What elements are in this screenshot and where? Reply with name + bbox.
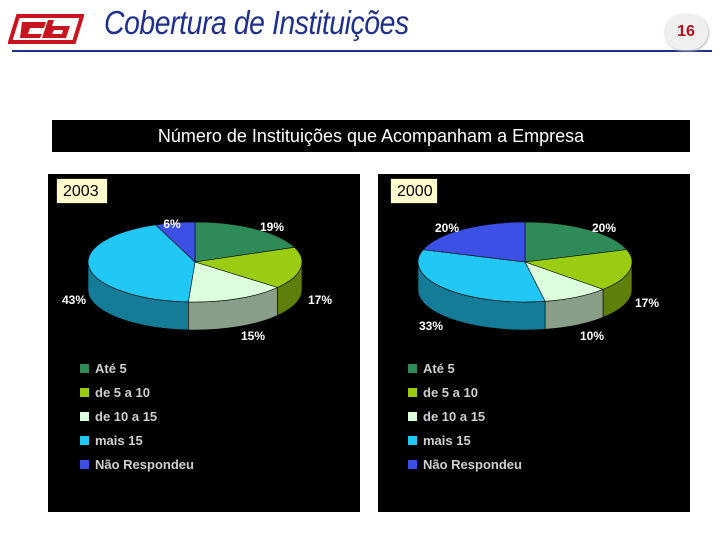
legend-item: mais 15 (80, 428, 194, 452)
legend-swatch (408, 411, 417, 421)
legend-swatch (408, 459, 417, 469)
legend-swatch (408, 435, 417, 445)
pie-slice-0-4 (154, 221, 196, 263)
legend-label: mais 15 (423, 432, 471, 448)
legend-label: Até 5 (423, 360, 455, 376)
page-number-badge: 16 (664, 14, 708, 50)
legend-item: de 5 a 10 (80, 380, 194, 404)
legend-label: Não Respondeu (95, 456, 194, 472)
pie-slice-0-1 (194, 246, 303, 288)
legend-item: mais 15 (408, 428, 522, 452)
pie-label-1-4: 20% (435, 221, 459, 235)
legend-swatch (80, 363, 89, 373)
legend-item: de 10 a 15 (408, 404, 522, 428)
pie-label-0-1: 17% (308, 293, 332, 307)
pie-label-1-3: 33% (419, 319, 443, 333)
pie-slice-0-3 (87, 224, 196, 303)
pie-label-1-0: 20% (592, 221, 616, 235)
legend-label: de 10 a 15 (95, 408, 158, 424)
pie-slice-0-0 (194, 221, 296, 263)
pie-slice-1-4 (422, 221, 526, 263)
legend-item: Não Respondeu (80, 452, 194, 476)
legend-swatch (80, 387, 89, 397)
legend-swatch (408, 363, 417, 373)
legend-swatch (80, 411, 89, 421)
legend-swatch (408, 387, 417, 397)
legend-item: de 10 a 15 (80, 404, 194, 428)
legend-label: mais 15 (95, 432, 143, 448)
pie-label-1-2: 10% (580, 329, 604, 343)
legend-item: Não Respondeu (408, 452, 522, 476)
legend-label: de 5 a 10 (95, 384, 150, 400)
pie-slice-0-2 (187, 261, 279, 303)
page-title: Cobertura de Instituições (104, 4, 409, 41)
pie-label-1-1: 17% (635, 296, 659, 310)
company-logo (8, 14, 84, 44)
legend-item: Até 5 (408, 356, 522, 380)
header-divider (12, 50, 712, 52)
pie-slice-1-0 (524, 221, 628, 263)
legend-item: de 5 a 10 (408, 380, 522, 404)
legend-label: Até 5 (95, 360, 127, 376)
pie-label-0-3: 43% (62, 293, 86, 307)
legend-item: Até 5 (80, 356, 194, 380)
pie-label-0-4: 6% (163, 217, 181, 231)
chart-title-2003: 2003 (56, 178, 108, 204)
legend-label: Não Respondeu (423, 456, 522, 472)
legend-label: de 5 a 10 (423, 384, 478, 400)
legend-swatch (80, 459, 89, 469)
pie-label-0-0: 19% (260, 220, 284, 234)
pie-slice-1-1 (524, 249, 633, 290)
chart-subtitle: Número de Instituições que Acompanham a … (52, 120, 690, 152)
chart-title-2000: 2000 (390, 178, 438, 204)
legend-label: de 10 a 15 (423, 408, 486, 424)
pie-slice-1-3 (417, 249, 546, 303)
legend-2000: Até 5 de 5 a 10 de 10 a 15 mais 15 Não Respo… (408, 356, 522, 476)
pie-label-0-2: 15% (241, 329, 265, 343)
legend-swatch (80, 435, 89, 445)
legend-2003: Até 5 de 5 a 10 de 10 a 15 mais 15 Não Respo… (80, 356, 194, 476)
